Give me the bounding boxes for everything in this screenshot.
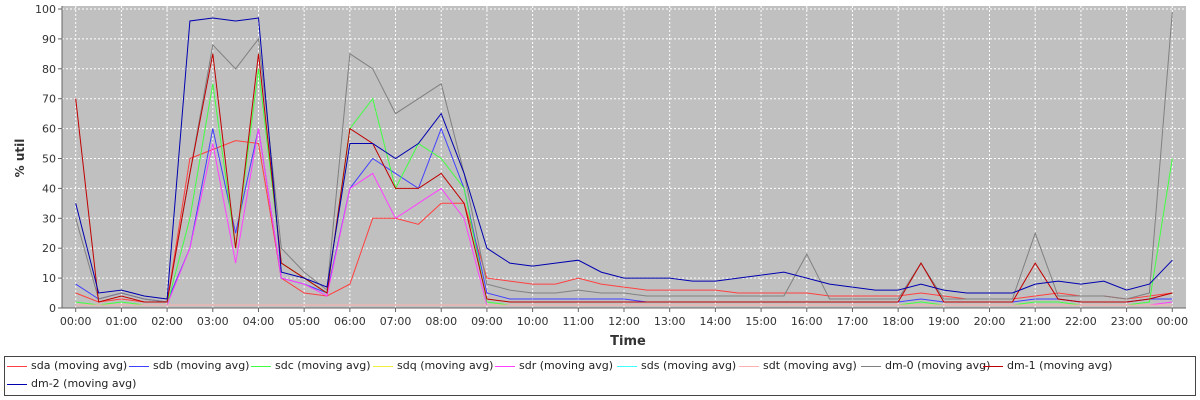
series-line — [75, 17, 1173, 300]
x-tick-label: 01:00 — [106, 315, 138, 328]
legend-item: sdt (moving avg) — [739, 359, 857, 375]
y-tick-label: 100 — [35, 3, 56, 16]
x-tick-label: 02:00 — [151, 315, 183, 328]
legend-label: dm-0 (moving avg) — [885, 359, 991, 372]
y-tick-label: 40 — [42, 182, 56, 195]
legend-swatch — [983, 365, 1003, 367]
x-tick-label: 21:00 — [1019, 315, 1051, 328]
series-line — [75, 53, 1173, 303]
legend-swatch — [495, 365, 515, 367]
plot-area — [62, 6, 1186, 308]
legend-label: sdc (moving avg) — [275, 359, 371, 372]
x-tick-label: 00:00 — [1156, 315, 1188, 328]
legend-swatch — [129, 365, 149, 367]
legend-item: sdq (moving avg) — [373, 359, 493, 375]
legend-label: dm-2 (moving avg) — [31, 377, 137, 390]
y-tick-label: 70 — [42, 93, 56, 106]
x-axis-title: Time — [610, 334, 646, 349]
y-axis-title: % util — [13, 139, 27, 178]
legend-label: sdt (moving avg) — [763, 359, 857, 372]
legend-swatch — [251, 365, 271, 367]
y-tick-label: 60 — [42, 123, 56, 136]
y-tick-label: 30 — [42, 212, 56, 225]
legend-label: sds (moving avg) — [641, 359, 737, 372]
legend: sda (moving avg) sdb (moving avg) sdc (mov… — [4, 356, 1196, 396]
y-tick-label: 0 — [49, 302, 56, 315]
x-tick-label: 04:00 — [243, 315, 275, 328]
x-tick-label: 09:00 — [471, 315, 503, 328]
legend-item: dm-1 (moving avg) — [983, 359, 1112, 375]
legend-label: sdq (moving avg) — [397, 359, 494, 372]
x-tick-label: 20:00 — [974, 315, 1006, 328]
y-tick-label: 90 — [42, 33, 56, 46]
legend-item: dm-0 (moving avg) — [861, 359, 990, 375]
x-tick-label: 14:00 — [700, 315, 732, 328]
legend-item: sds (moving avg) — [617, 359, 736, 375]
y-tick-label: 50 — [42, 152, 56, 165]
legend-item: dm-2 (moving avg) — [7, 377, 136, 393]
legend-label: dm-1 (moving avg) — [1007, 359, 1113, 372]
legend-item: sdb (moving avg) — [129, 359, 249, 375]
y-tick-label: 80 — [42, 63, 56, 76]
x-tick-label: 08:00 — [425, 315, 457, 328]
legend-swatch — [373, 365, 393, 367]
y-tick-label: 10 — [42, 272, 56, 285]
legend-label: sda (moving avg) — [31, 359, 128, 372]
x-tick-label: 22:00 — [1065, 315, 1097, 328]
chart-svg: 0 10 20 30 40 50 60 70 80 90 100 00:00 01:00 02:00 03:… — [13, 3, 1188, 349]
legend-swatch — [617, 365, 637, 367]
legend-label: sdb (moving avg) — [153, 359, 250, 372]
x-tick-label: 07:00 — [380, 315, 412, 328]
legend-item: sdc (moving avg) — [251, 359, 371, 375]
x-tick-label: 18:00 — [882, 315, 914, 328]
x-tick-label: 11:00 — [562, 315, 594, 328]
x-tick-label: 17:00 — [837, 315, 869, 328]
legend-label: sdr (moving avg) — [519, 359, 614, 372]
legend-item: sdr (moving avg) — [495, 359, 613, 375]
legend-swatch — [7, 365, 27, 367]
x-tick-label: 16:00 — [791, 315, 823, 328]
x-tick-label: 19:00 — [928, 315, 960, 328]
series-line — [75, 11, 1173, 303]
y-tick-label: 20 — [42, 242, 56, 255]
x-tick-label: 05:00 — [288, 315, 320, 328]
legend-swatch — [7, 383, 27, 385]
x-tick-label: 15:00 — [745, 315, 777, 328]
x-tick-label: 03:00 — [197, 315, 229, 328]
legend-swatch — [861, 365, 881, 367]
legend-swatch — [739, 365, 759, 367]
x-tick-label: 06:00 — [334, 315, 366, 328]
axes: 0 10 20 30 40 50 60 70 80 90 100 00:00 01:00 02:00 03:… — [35, 3, 1188, 328]
x-tick-label: 12:00 — [608, 315, 640, 328]
x-tick-label: 10:00 — [517, 315, 549, 328]
x-tick-label: 13:00 — [654, 315, 686, 328]
x-tick-label: 23:00 — [1111, 315, 1143, 328]
x-tick-label: 00:00 — [60, 315, 92, 328]
legend-item: sda (moving avg) — [7, 359, 127, 375]
